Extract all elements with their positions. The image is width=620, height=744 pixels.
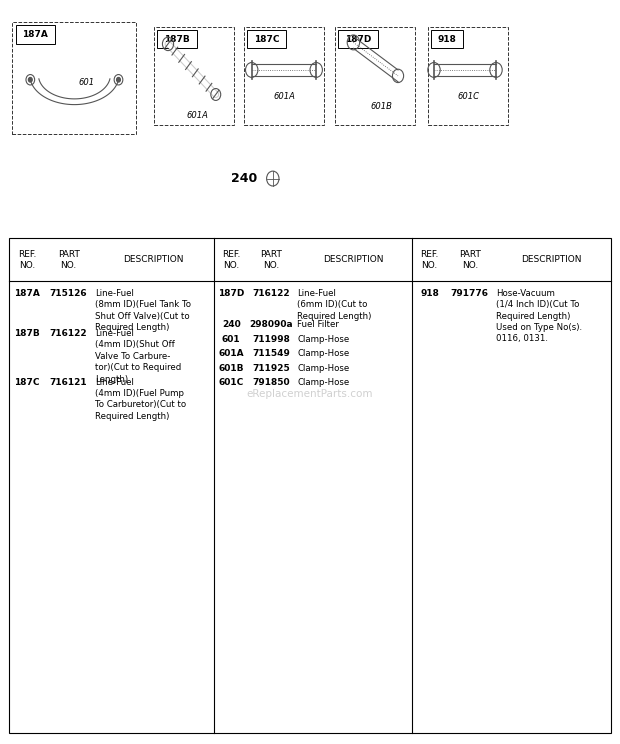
Text: 601: 601: [79, 78, 95, 87]
Text: 918: 918: [437, 34, 456, 44]
Bar: [16, 25, 55, 44]
Text: 716122: 716122: [50, 329, 87, 338]
Text: 187D: 187D: [218, 289, 244, 298]
Text: 601A: 601A: [186, 111, 208, 120]
Text: REF.
NO.: REF. NO.: [420, 249, 439, 270]
Bar: [9, 238, 611, 733]
Bar: [154, 27, 234, 125]
Text: 298090a: 298090a: [250, 320, 293, 330]
Text: Clamp-Hose: Clamp-Hose: [298, 335, 350, 344]
Text: 601A: 601A: [218, 349, 244, 359]
Text: 715126: 715126: [50, 289, 87, 298]
Text: DESCRIPTION: DESCRIPTION: [323, 255, 384, 264]
Text: 187A: 187A: [22, 30, 48, 39]
Text: 601C: 601C: [219, 378, 244, 388]
Text: Clamp-Hose: Clamp-Hose: [298, 364, 350, 373]
Text: Line-Fuel
(4mm ID)(Shut Off
Valve To Carbure-
tor)(Cut to Required
Length): Line-Fuel (4mm ID)(Shut Off Valve To Car…: [95, 329, 182, 384]
Text: 711998: 711998: [252, 335, 290, 344]
Bar: [428, 27, 508, 125]
Text: 187C: 187C: [254, 34, 280, 44]
Bar: [12, 22, 136, 134]
Text: 791850: 791850: [252, 378, 290, 388]
Text: 240: 240: [222, 320, 241, 330]
Text: 187B: 187B: [14, 329, 40, 338]
Text: 601A: 601A: [273, 92, 295, 101]
Text: 711549: 711549: [252, 349, 290, 359]
Text: 791776: 791776: [451, 289, 489, 298]
Text: 601B: 601B: [370, 102, 392, 111]
Text: PART
NO.: PART NO.: [260, 249, 282, 270]
Text: Clamp-Hose: Clamp-Hose: [298, 349, 350, 359]
Circle shape: [29, 77, 32, 82]
Bar: [431, 30, 463, 48]
Text: Line-Fuel
(4mm ID)(Fuel Pump
To Carburetor)(Cut to
Required Length): Line-Fuel (4mm ID)(Fuel Pump To Carburet…: [95, 378, 187, 421]
Bar: [157, 30, 197, 48]
Bar: [338, 30, 378, 48]
Bar: [335, 27, 415, 125]
Text: 187D: 187D: [345, 34, 371, 44]
Bar: [244, 27, 324, 125]
Text: REF.
NO.: REF. NO.: [222, 249, 241, 270]
Text: 187A: 187A: [14, 289, 40, 298]
Text: Line-Fuel
(6mm ID)(Cut to
Required Length): Line-Fuel (6mm ID)(Cut to Required Lengt…: [298, 289, 372, 321]
Text: eReplacementParts.com: eReplacementParts.com: [247, 389, 373, 400]
Text: PART
NO.: PART NO.: [58, 249, 79, 270]
Text: 601: 601: [222, 335, 241, 344]
Text: 918: 918: [420, 289, 439, 298]
Text: 187B: 187B: [164, 34, 190, 44]
Text: 711925: 711925: [252, 364, 290, 373]
Text: DESCRIPTION: DESCRIPTION: [123, 255, 184, 264]
Circle shape: [117, 77, 120, 82]
Text: Clamp-Hose: Clamp-Hose: [298, 378, 350, 388]
Text: 187C: 187C: [14, 378, 40, 387]
Text: 716121: 716121: [50, 378, 87, 387]
Bar: [247, 30, 286, 48]
Text: REF.
NO.: REF. NO.: [18, 249, 37, 270]
Text: Fuel Filter: Fuel Filter: [298, 320, 339, 330]
Text: PART
NO.: PART NO.: [459, 249, 481, 270]
Text: 240: 240: [231, 172, 257, 185]
Text: Hose-Vacuum
(1/4 Inch ID)(Cut To
Required Length)
Used on Type No(s).
0116, 0131: Hose-Vacuum (1/4 Inch ID)(Cut To Require…: [496, 289, 582, 344]
Text: 716122: 716122: [252, 289, 290, 298]
Text: 601B: 601B: [218, 364, 244, 373]
Text: Line-Fuel
(8mm ID)(Fuel Tank To
Shut Off Valve)(Cut to
Required Length): Line-Fuel (8mm ID)(Fuel Tank To Shut Off…: [95, 289, 191, 332]
Text: 601C: 601C: [457, 92, 479, 101]
Text: DESCRIPTION: DESCRIPTION: [521, 255, 582, 264]
